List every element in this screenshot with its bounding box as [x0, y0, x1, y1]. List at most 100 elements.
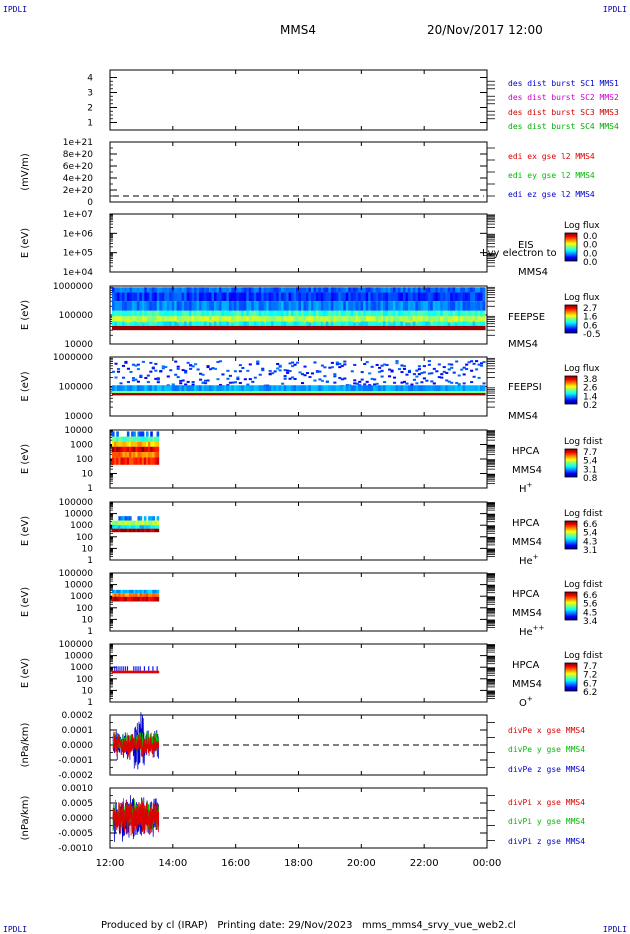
spectrogram-cell: [343, 363, 347, 366]
spectrogram-cell: [291, 310, 295, 317]
spectrogram-cell: [296, 316, 300, 322]
spectrogram-cell: [228, 301, 232, 311]
spectrogram-cell: [166, 391, 170, 394]
spectrogram-cell: [261, 385, 265, 392]
spectrogram-cell: [122, 441, 126, 447]
spectrogram-cell: [278, 393, 282, 396]
spectrogram-cell: [216, 292, 220, 302]
spectrogram-cell: [246, 385, 250, 392]
ytick-label: 100: [76, 604, 93, 614]
spectrogram-cell: [462, 301, 466, 311]
spectrogram-cell: [383, 321, 387, 326]
spectrogram-cell: [263, 385, 267, 392]
spectrogram-cell: [343, 393, 347, 396]
spectrogram-cell: [126, 446, 130, 453]
spectrogram-cell: [216, 320, 220, 323]
spectrogram-cell: [333, 287, 337, 293]
spectrogram-cell: [136, 393, 140, 396]
spectrogram-cell: [218, 383, 223, 386]
spectrogram-cell: [430, 316, 434, 322]
spectrogram-cell: [196, 301, 200, 311]
spectrogram-cell: [278, 287, 282, 293]
spectrogram-cell: [440, 325, 444, 331]
spectrogram-cell: [258, 301, 262, 311]
spectrogram-cell: [365, 287, 369, 293]
spectrogram-cell: [196, 385, 200, 392]
spectrogram-cell: [131, 301, 135, 311]
spectrogram-cell: [353, 287, 357, 293]
spectrogram-cell: [472, 310, 476, 317]
spectrogram-cell: [288, 325, 292, 331]
spectrogram-cell: [243, 301, 247, 311]
spectrogram-cell: [375, 321, 379, 326]
ytick-label: 4: [87, 74, 93, 84]
spectrogram-cell: [154, 528, 158, 533]
spectrogram-cell: [455, 321, 459, 326]
spectrogram-cell: [457, 287, 461, 293]
spectrogram-cell: [186, 287, 190, 293]
spectrogram-cell: [208, 316, 213, 322]
corner-label-top-right: IPDLI: [602, 5, 627, 14]
ytick-label: 0.0001: [62, 726, 94, 736]
spectrogram-cell: [241, 316, 245, 322]
spectrogram-cell: [129, 301, 133, 311]
spectrogram-cell: [380, 321, 384, 326]
spectrogram-cell: [263, 287, 267, 293]
spectrogram-cell: [148, 441, 151, 447]
spectrogram-cell: [243, 325, 247, 331]
spectrogram-cell: [405, 287, 409, 293]
spectrogram-cell: [313, 292, 317, 302]
spectrogram-cell: [445, 321, 449, 326]
spectrogram-cell: [315, 393, 319, 396]
spectrogram-cell: [143, 457, 147, 465]
spectrogram-cell: [152, 457, 155, 465]
spectrogram-cell: [204, 292, 208, 302]
spectrogram-cell: [442, 301, 446, 311]
spectrogram-cell: [360, 321, 364, 326]
spectrogram-cell: [120, 670, 124, 674]
spectrogram-cell: [114, 287, 118, 293]
spectrogram-cell: [273, 310, 277, 317]
spectrogram-cell: [114, 393, 118, 396]
spectrogram-cell: [425, 379, 429, 382]
spectrogram-cell: [149, 325, 153, 331]
spectrogram-cell: [166, 385, 170, 392]
spectrogram-cell: [116, 666, 118, 671]
spectrogram-cell: [388, 325, 392, 331]
spectrogram-cell: [248, 301, 252, 311]
spectrogram-cell: [345, 384, 349, 387]
spectrogram-cell: [313, 316, 317, 322]
spectrogram-cell: [425, 321, 429, 326]
spectrogram-cell: [150, 670, 153, 674]
colorbar-tick: 6.2: [583, 688, 597, 698]
spectrogram-cell: [176, 292, 180, 302]
spectrogram-cell: [425, 310, 429, 317]
spectrogram-cell: [340, 292, 344, 302]
spectrogram-cell: [159, 370, 163, 373]
spectrogram-cell: [385, 310, 389, 317]
spectrogram-cell: [368, 310, 372, 317]
spectrogram-cell: [385, 316, 389, 322]
spectrogram-cell: [122, 528, 126, 533]
spectrogram-cell: [360, 287, 364, 293]
spectrogram-cell: [121, 301, 126, 311]
spectrogram-cell: [281, 391, 285, 394]
spectrogram-cell: [435, 370, 439, 373]
spectrogram-cell: [145, 528, 149, 533]
spectrogram-cell: [139, 385, 143, 392]
spectrogram-cell: [445, 379, 449, 382]
spectrogram-cell: [116, 310, 121, 317]
spectrogram-cell: [437, 393, 441, 396]
spectrogram-cell: [151, 366, 155, 369]
panel-divpe: 0.00020.00010.0000-0.0001-0.0002(nPa/km)…: [20, 711, 585, 781]
spectrogram-cell: [318, 321, 322, 326]
spectrogram-cell: [131, 393, 135, 396]
spectrogram-cell: [320, 393, 324, 396]
spectrogram-cell: [135, 666, 137, 671]
spectrogram-cell: [380, 369, 384, 372]
spectrogram-cell: [298, 371, 302, 374]
legend-entry: edi ey gse l2 MMS4: [508, 171, 595, 180]
spectrogram-cell: [204, 325, 208, 331]
spectrogram-cell: [437, 325, 441, 331]
spectrogram-cell: [340, 391, 344, 394]
